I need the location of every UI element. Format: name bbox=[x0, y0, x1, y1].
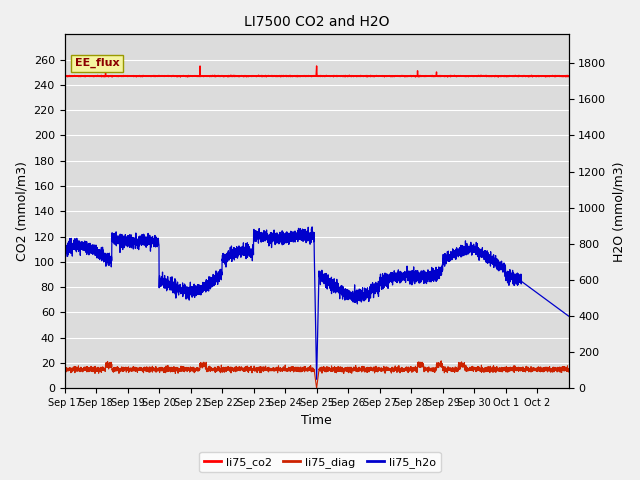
li75_diag bbox=[254, 366, 262, 372]
Line: li75_h2o: li75_h2o bbox=[65, 227, 568, 379]
li75_co2 bbox=[368, 73, 376, 79]
li75_diag bbox=[78, 366, 86, 372]
li75_h2o bbox=[368, 288, 376, 293]
li75_diag bbox=[564, 369, 572, 374]
li75_diag bbox=[313, 385, 321, 391]
li75_co2 bbox=[78, 73, 86, 79]
li75_co2 bbox=[255, 73, 262, 79]
li75_h2o bbox=[564, 313, 572, 319]
li75_h2o bbox=[298, 228, 305, 234]
li75_diag bbox=[368, 366, 376, 372]
li75_h2o bbox=[313, 376, 321, 382]
li75_h2o bbox=[61, 251, 68, 256]
li75_diag bbox=[437, 358, 445, 364]
Line: li75_diag: li75_diag bbox=[65, 361, 568, 388]
Legend: li75_co2, li75_diag, li75_h2o: li75_co2, li75_diag, li75_h2o bbox=[200, 452, 440, 472]
li75_diag bbox=[445, 367, 453, 373]
li75_co2 bbox=[61, 73, 68, 79]
li75_h2o bbox=[445, 254, 453, 260]
Title: LI7500 CO2 and H2O: LI7500 CO2 and H2O bbox=[244, 15, 389, 29]
li75_co2 bbox=[102, 60, 109, 66]
li75_h2o bbox=[355, 289, 362, 295]
li75_diag bbox=[61, 363, 68, 369]
li75_co2 bbox=[444, 74, 451, 80]
li75_co2 bbox=[564, 73, 572, 79]
li75_co2 bbox=[355, 73, 362, 79]
Y-axis label: H2O (mmol/m3): H2O (mmol/m3) bbox=[612, 161, 625, 262]
Line: li75_co2: li75_co2 bbox=[65, 63, 568, 77]
li75_co2 bbox=[298, 73, 305, 79]
li75_h2o bbox=[78, 246, 86, 252]
X-axis label: Time: Time bbox=[301, 414, 332, 427]
li75_diag bbox=[355, 366, 362, 372]
li75_h2o bbox=[254, 237, 262, 242]
li75_co2 bbox=[445, 73, 453, 79]
li75_diag bbox=[298, 366, 305, 372]
Text: EE_flux: EE_flux bbox=[75, 58, 119, 69]
Y-axis label: CO2 (mmol/m3): CO2 (mmol/m3) bbox=[15, 161, 28, 261]
li75_h2o bbox=[308, 224, 316, 230]
